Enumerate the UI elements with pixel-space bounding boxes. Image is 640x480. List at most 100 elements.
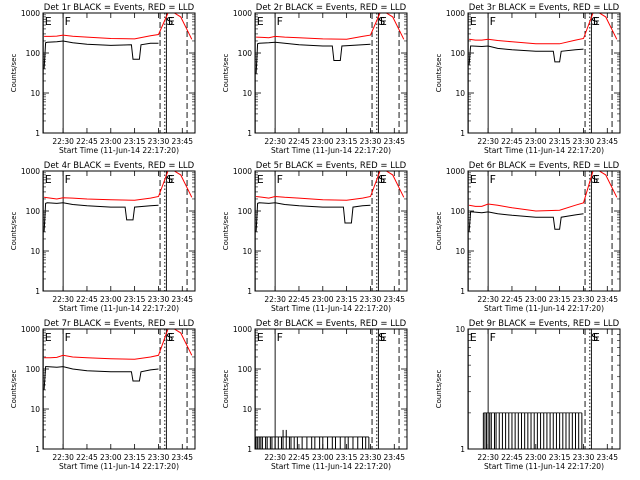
x-tick-label: 23:00: [525, 137, 547, 146]
x-tick-label: 22:30: [264, 453, 286, 462]
x-tick-label: 23:45: [171, 295, 193, 304]
event-marker-label: F: [65, 173, 71, 186]
x-tick-label: 22:45: [288, 453, 310, 462]
x-tick-label: 22:45: [76, 137, 98, 146]
y-tick-label: 1: [460, 445, 465, 454]
y-tick-label: 1000: [446, 9, 465, 18]
plot-frame: [254, 12, 408, 134]
event-marker-label: F: [490, 15, 496, 28]
y-tick-label: 10: [242, 405, 252, 414]
chart-title: Det 1r BLACK = Events, RED = LLD: [44, 3, 195, 13]
plot-frame: [467, 170, 621, 292]
detector-panel: Det 1r BLACK = Events, RED = LLD Counts/s…: [10, 3, 196, 155]
chart-title: Det 2r BLACK = Events, RED = LLD: [256, 3, 407, 13]
event-marker-label: E: [593, 331, 600, 344]
event-marker-label: E: [257, 173, 264, 186]
x-tick-label: 23:00: [525, 453, 547, 462]
y-tick-label: 1000: [446, 167, 465, 176]
x-tick-label: 23:00: [100, 453, 122, 462]
x-tick-label: 22:30: [52, 137, 74, 146]
y-tick-label: 1: [35, 445, 40, 454]
y-axis-label: Counts/sec: [435, 370, 443, 409]
plot-frame: [467, 12, 621, 134]
x-tick-label: 22:30: [264, 137, 286, 146]
y-tick-label: 1000: [21, 167, 40, 176]
x-tick-label: 23:30: [573, 137, 595, 146]
x-tick-label: 22:45: [501, 137, 523, 146]
y-tick-label: 1000: [21, 9, 40, 18]
detector-panel: Det 5r BLACK = Events, RED = LLD Counts/s…: [222, 161, 408, 313]
x-tick-label: 23:15: [336, 137, 358, 146]
chart-title: Det 7r BLACK = Events, RED = LLD: [44, 319, 195, 329]
plot-frame: [42, 12, 196, 134]
chart-title: Det 9r BLACK = Events, RED = LLD: [469, 319, 620, 329]
x-tick-label: 22:30: [477, 453, 499, 462]
y-tick-label: 1: [460, 287, 465, 296]
x-axis-label: Start Time (11-Jun-14 22:17:20): [59, 304, 179, 313]
y-tick-label: 1: [247, 287, 252, 296]
x-tick-label: 23:45: [596, 295, 618, 304]
x-axis-label: Start Time (11-Jun-14 22:17:20): [484, 462, 604, 471]
x-tick-label: 23:30: [148, 453, 170, 462]
events-series-line: [255, 41, 371, 74]
plot-frame: [467, 328, 621, 450]
y-tick-label: 10: [455, 247, 465, 256]
events-series-line: [468, 45, 584, 66]
event-marker-label: S: [166, 173, 173, 186]
detector-panel: Det 4r BLACK = Events, RED = LLD Counts/s…: [10, 161, 196, 313]
detector-panel: Det 2r BLACK = Events, RED = LLD Counts/s…: [222, 3, 408, 155]
x-tick-label: 22:30: [52, 295, 74, 304]
x-axis-label: Start Time (11-Jun-14 22:17:20): [484, 146, 604, 155]
x-tick-label: 23:45: [171, 137, 193, 146]
event-marker-label: E: [168, 15, 175, 28]
x-tick-label: 23:45: [171, 453, 193, 462]
y-axis-label: Counts/sec: [222, 54, 230, 93]
event-marker-label: E: [593, 15, 600, 28]
x-tick-label: 23:15: [549, 453, 571, 462]
x-tick-label: 23:15: [124, 295, 146, 304]
chart-title: Det 4r BLACK = Events, RED = LLD: [44, 161, 195, 171]
y-tick-label: 1: [247, 445, 252, 454]
lld-series-line: [44, 12, 193, 40]
events-series-line: [43, 40, 159, 69]
x-tick-label: 23:30: [573, 453, 595, 462]
event-marker-label: E: [168, 331, 175, 344]
plot-frame: [254, 170, 408, 292]
x-tick-label: 23:00: [100, 137, 122, 146]
plot-frame: [254, 328, 408, 450]
event-marker-label: E: [470, 173, 477, 186]
lld-series-line: [44, 170, 193, 201]
event-marker-label: E: [45, 173, 52, 186]
detector-panel: Det 8r BLACK = Events, RED = LLD Counts/s…: [222, 319, 408, 471]
event-marker-label: E: [470, 331, 477, 344]
x-tick-label: 23:45: [596, 453, 618, 462]
event-marker-label: S: [166, 15, 173, 28]
y-tick-label: 100: [451, 207, 466, 216]
event-marker-label: E: [257, 15, 264, 28]
y-axis-label: Counts/sec: [435, 212, 443, 251]
event-marker-label: E: [593, 173, 600, 186]
event-marker-label: S: [378, 331, 385, 344]
x-tick-label: 22:30: [264, 295, 286, 304]
lld-series-line: [44, 328, 193, 360]
event-marker-label: E: [257, 331, 264, 344]
event-marker-label: E: [380, 173, 387, 186]
y-tick-label: 10: [455, 89, 465, 98]
x-tick-label: 23:45: [383, 453, 405, 462]
y-axis-label: Counts/sec: [10, 212, 18, 251]
y-tick-label: 100: [238, 365, 253, 374]
x-tick-label: 23:30: [360, 137, 382, 146]
x-tick-label: 23:00: [312, 453, 334, 462]
x-tick-label: 23:00: [100, 295, 122, 304]
y-axis-label: Counts/sec: [435, 54, 443, 93]
events-series-line: [43, 366, 159, 390]
events-series-line: [255, 202, 371, 232]
x-axis-label: Start Time (11-Jun-14 22:17:20): [484, 304, 604, 313]
y-tick-label: 10: [242, 89, 252, 98]
event-marker-label: E: [470, 15, 477, 28]
x-tick-label: 23:30: [360, 453, 382, 462]
chart-title: Det 8r BLACK = Events, RED = LLD: [256, 319, 407, 329]
events-series-line: [468, 211, 584, 232]
y-tick-label: 100: [26, 207, 41, 216]
x-tick-label: 22:45: [501, 453, 523, 462]
